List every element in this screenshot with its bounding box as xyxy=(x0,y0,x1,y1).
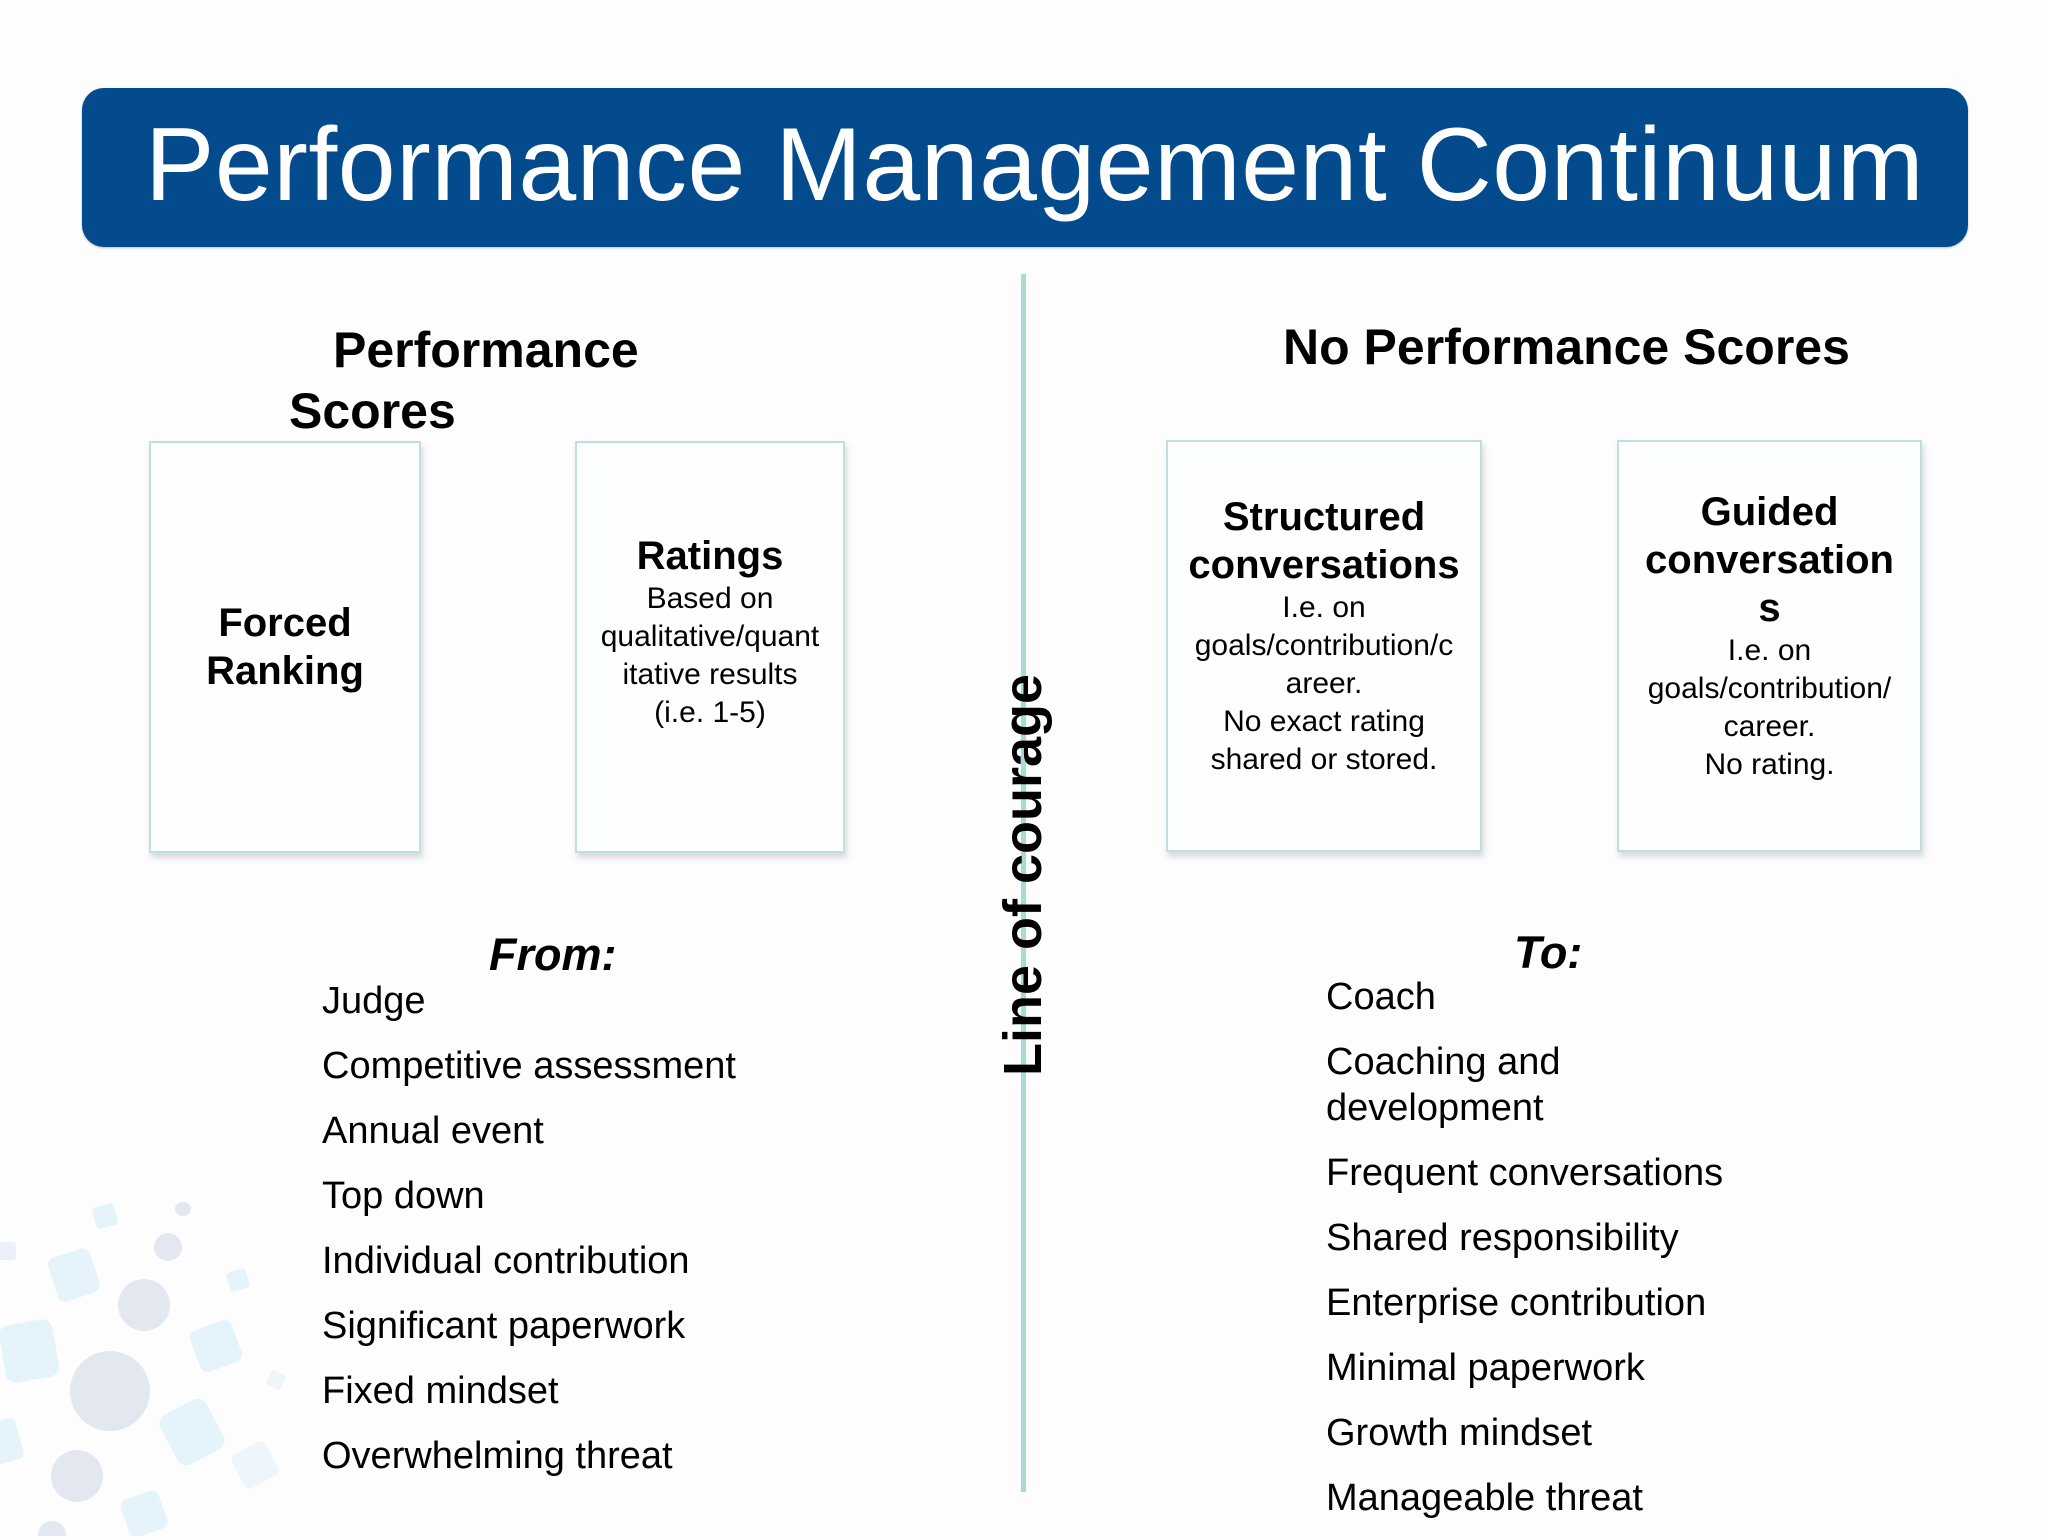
line-of-courage-divider xyxy=(1021,274,1026,1492)
box-body-line: I.e. on xyxy=(1282,591,1366,624)
from-heading: From: xyxy=(489,929,617,980)
box-title-line: Ranking xyxy=(206,649,364,693)
box-body-line: goals/contribution/c xyxy=(1194,629,1454,662)
list-item: Fixed mindset xyxy=(322,1370,559,1412)
box-title-line: Guided xyxy=(1700,490,1839,534)
box-title-line: s xyxy=(1758,586,1781,630)
list-item: Top down xyxy=(322,1175,485,1217)
list-item: Enterprise contribution xyxy=(1326,1282,1707,1324)
from-list: Judge Competitive assessment Annual even… xyxy=(322,978,842,1498)
box-ratings: Ratings Based on qualitative/quant itati… xyxy=(575,441,845,853)
list-item: Manageable threat xyxy=(1326,1477,1643,1519)
list-item: Minimal paperwork xyxy=(1326,1347,1645,1389)
decorative-dots-pattern xyxy=(0,1202,286,1536)
list-item: Significant paperwork xyxy=(322,1305,686,1347)
list-item: Competitive assessment xyxy=(322,1045,736,1087)
box-title-line: Forced xyxy=(218,601,352,645)
box-structured-conversations: Structured conversations I.e. on goals/c… xyxy=(1166,440,1482,852)
line-of-courage-label: Line of courage xyxy=(993,673,1053,1077)
list-item: Annual event xyxy=(322,1110,544,1152)
box-body-line: I.e. on xyxy=(1727,634,1812,667)
list-item: Coaching and development xyxy=(1326,1041,1561,1129)
box-body-line: itative results xyxy=(622,658,798,691)
list-item: Overwhelming threat xyxy=(322,1435,673,1477)
list-item: Individual contribution xyxy=(322,1240,690,1282)
right-heading: No Performance Scores xyxy=(1283,319,1850,375)
list-item: Coach xyxy=(1326,976,1436,1018)
box-body-line: qualitative/quant xyxy=(600,620,820,653)
list-item: Frequent conversations xyxy=(1326,1152,1724,1194)
box-body-line: Based on xyxy=(646,582,774,615)
box-guided-conversations: Guided conversation s I.e. on goals/cont… xyxy=(1617,440,1922,852)
list-item: Shared responsibility xyxy=(1326,1217,1679,1259)
box-title-line: conversations xyxy=(1188,543,1460,587)
box-body-line: areer. xyxy=(1285,667,1363,700)
box-body-line: career. xyxy=(1723,710,1816,743)
to-list: Coach Coaching and development Frequent … xyxy=(1326,974,1724,1540)
title-banner: Performance Management Continuum xyxy=(82,88,1968,247)
left-heading-line1: Performance xyxy=(333,322,639,378)
to-heading: To: xyxy=(1514,927,1583,978)
box-body-line: (i.e. 1-5) xyxy=(654,696,766,729)
box-title-line: Ratings xyxy=(636,534,784,578)
box-body-line: No rating. xyxy=(1704,748,1835,781)
list-item: Judge xyxy=(322,980,426,1022)
box-title-line: Structured xyxy=(1222,495,1426,539)
box-forced-ranking: Forced Ranking xyxy=(149,441,421,853)
list-item: Growth mindset xyxy=(1326,1412,1593,1454)
left-heading-line2: Scores xyxy=(289,383,456,439)
slide-title: Performance Management Continuum xyxy=(145,107,1925,223)
box-title-line: conversation xyxy=(1645,538,1894,582)
box-body-line: shared or stored. xyxy=(1210,743,1438,776)
box-body-line: goals/contribution/ xyxy=(1647,672,1892,705)
box-body-line: No exact rating xyxy=(1223,705,1425,738)
